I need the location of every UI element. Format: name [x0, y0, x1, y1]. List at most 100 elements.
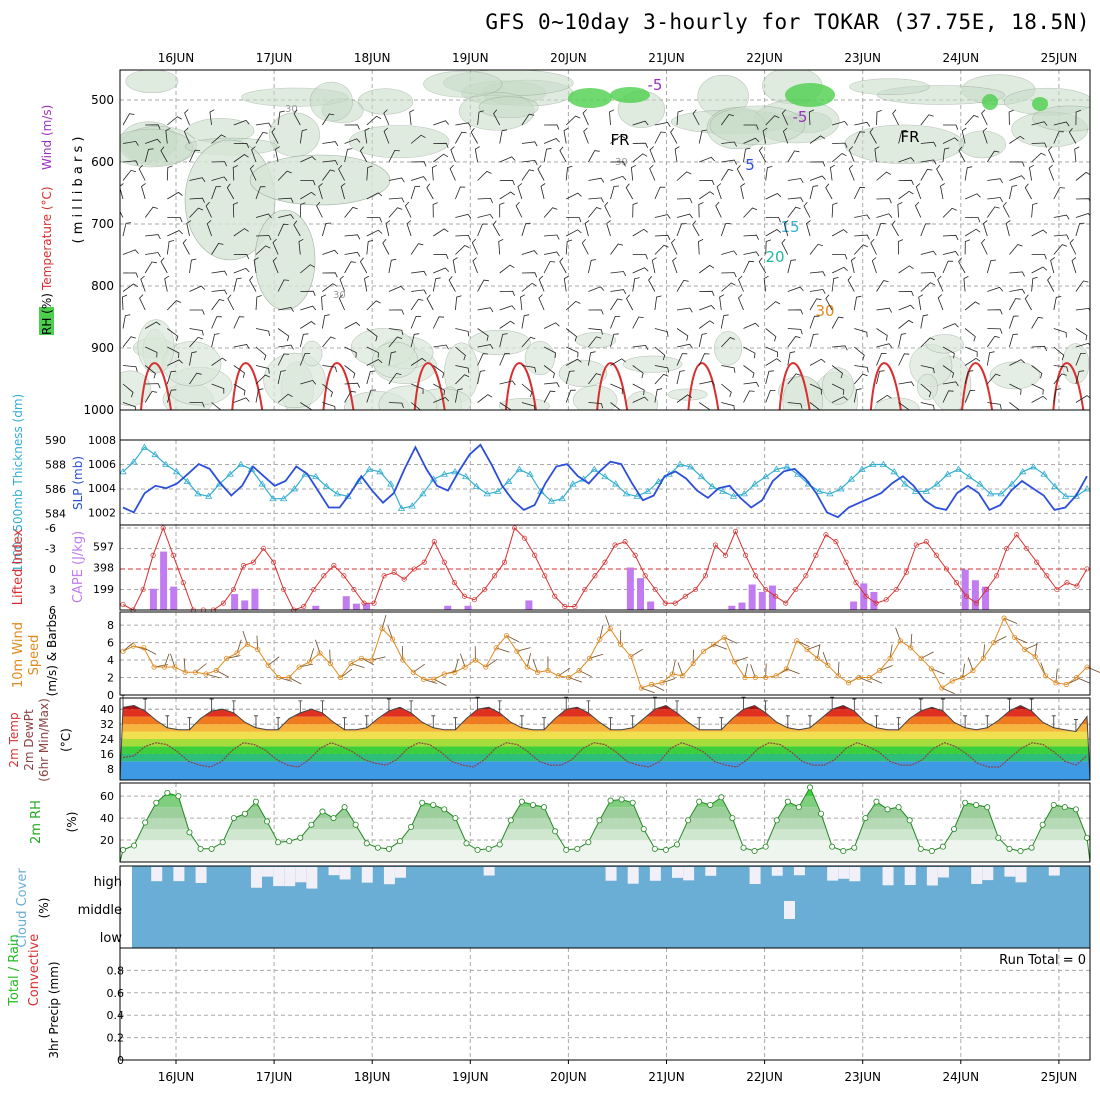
lifted-index-point [712, 542, 719, 548]
lifted-index-point [943, 566, 949, 572]
wind-speed-point [462, 664, 468, 670]
wind-barb [854, 234, 870, 240]
wind-barb [189, 177, 206, 183]
wind-barb [433, 228, 449, 237]
cape-tick-label: 597 [93, 541, 114, 554]
wind-barb [1075, 395, 1090, 403]
rh-point [718, 794, 725, 801]
wind-barb [963, 276, 969, 292]
wind-barb [233, 316, 245, 329]
rh-point [906, 817, 913, 824]
thickness-point [130, 458, 138, 465]
wind-barb [167, 300, 182, 311]
temperature-minmax-bar [985, 715, 990, 728]
cape-bar [647, 601, 655, 610]
wind-speed-point [358, 655, 365, 661]
cape-bar [971, 580, 979, 610]
wind-barb [211, 316, 222, 329]
wind-barb [211, 402, 222, 410]
wind-barb [300, 379, 317, 385]
wind-barb [293, 109, 301, 126]
cloud-gap-high [295, 867, 307, 883]
date-tick-label-top: 25JUN [1041, 51, 1078, 65]
lifted-index-point [893, 586, 899, 593]
wind-barb [986, 206, 1000, 218]
wind-barb [632, 254, 648, 260]
rh-point [1006, 845, 1013, 852]
wind-barb [521, 113, 535, 126]
wind-barb [338, 294, 345, 311]
rh-point [696, 798, 703, 805]
cloud-axis-title: Cloud Cover (%) [15, 868, 51, 948]
wind-barb [366, 328, 378, 342]
wind-speed-point [638, 685, 644, 691]
rh-axis-label: 2m RH [29, 800, 44, 844]
wind-barb [869, 128, 877, 144]
wind-barb [876, 353, 887, 366]
wind-barb [233, 154, 249, 163]
slp-line [122, 443, 1088, 519]
wind-barb [366, 359, 383, 366]
rh-point [784, 798, 791, 805]
wind-barb [227, 294, 235, 311]
rh-point [585, 839, 592, 846]
cloud-gap-high [627, 867, 639, 884]
cloud-gap-high [284, 867, 296, 887]
wind-barb [388, 372, 402, 385]
wind-barb [255, 213, 272, 219]
rh-point [518, 798, 525, 805]
thickness-point [719, 487, 727, 494]
thickness-tick-label: 584 [45, 507, 66, 520]
slp-tick-label: 1004 [88, 482, 116, 495]
wind-barb [720, 314, 729, 329]
rh-shade [348, 125, 450, 159]
wind-barb [588, 309, 604, 315]
wind-barb [692, 220, 700, 237]
wind-barb [787, 309, 804, 315]
lifted-index-point [612, 542, 618, 548]
wind-barb [388, 309, 405, 315]
wind-barb [720, 223, 731, 237]
lifted-index-point [512, 525, 518, 531]
wind-barb [160, 257, 168, 274]
lifted-index-point [963, 593, 970, 599]
wind-barb [277, 328, 290, 342]
wind-barb [322, 336, 336, 348]
wind-tick-label: 8 [107, 619, 114, 632]
thickness-point [151, 450, 159, 458]
rh-shade [498, 397, 550, 410]
cloud-gap-high [649, 867, 661, 881]
wind-barb [632, 120, 649, 126]
rh-point [873, 798, 880, 805]
wind-barb [743, 260, 755, 274]
wind-barb [122, 314, 131, 329]
cape-bar [170, 586, 178, 610]
wind-barb [942, 207, 957, 218]
wind-barb [787, 206, 801, 218]
wind-barb [120, 201, 124, 218]
rh-point [352, 821, 359, 828]
lifted-index-point [994, 573, 1000, 579]
thickness-point [997, 490, 1006, 497]
wind-barb [610, 298, 623, 311]
wind-barb [251, 146, 257, 163]
wind-speed-point [120, 648, 126, 654]
wind-barb [455, 213, 472, 219]
cloud-gap-high [793, 867, 805, 876]
cloud-gap-high [195, 867, 207, 883]
rh-point [219, 839, 226, 846]
wind-barb [937, 294, 944, 311]
lifted-index-point [1004, 545, 1010, 552]
lifted-index-point [261, 545, 267, 552]
wind-barb [1075, 328, 1088, 341]
wind-speed-point [1053, 680, 1059, 686]
lifted-index-point [823, 532, 829, 538]
wind-barb [964, 346, 978, 357]
cloud-gap-high [328, 867, 340, 876]
wind-speed-point [856, 674, 862, 681]
wind-barb [477, 170, 492, 181]
wind-barb [654, 365, 670, 373]
wind-barb [626, 294, 634, 311]
lifted-index-point [903, 569, 909, 575]
wind-barb [1053, 373, 1067, 385]
